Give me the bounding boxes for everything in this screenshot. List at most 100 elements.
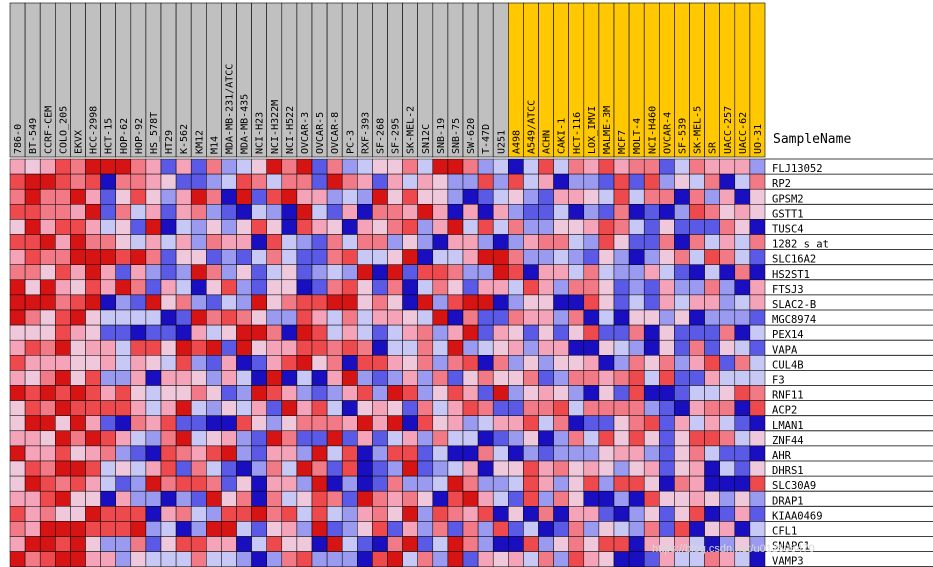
heatmap-cell	[357, 279, 373, 296]
heatmap-cell	[326, 324, 343, 341]
column-header-46	[704, 2, 720, 158]
heatmap-cell	[643, 370, 660, 386]
heatmap-cell	[492, 536, 509, 552]
heatmap-cell	[402, 339, 418, 356]
heatmap-cell	[281, 370, 298, 386]
heatmap-cell	[674, 506, 690, 522]
heatmap-cell	[568, 445, 585, 462]
heatmap-cell	[326, 188, 343, 205]
heatmap-cell	[206, 551, 222, 567]
heatmap-cell	[24, 506, 41, 522]
heatmap-cell	[462, 279, 479, 296]
row-label: RP2	[772, 178, 791, 190]
heatmap-cell	[296, 264, 313, 281]
heatmap-cell	[689, 415, 705, 432]
heatmap-cell	[251, 536, 267, 552]
heatmap-cell	[613, 506, 630, 522]
heatmap-cell	[85, 158, 101, 175]
heatmap-cell	[477, 219, 494, 235]
heatmap-cell	[387, 445, 403, 462]
heatmap-cell	[206, 475, 222, 492]
heatmap-cell	[508, 279, 524, 296]
heatmap-cell	[115, 430, 132, 447]
heatmap-cell	[628, 158, 645, 175]
heatmap-cell	[538, 264, 554, 281]
heatmap-cell	[643, 324, 660, 341]
heatmap-cell	[432, 264, 449, 281]
heatmap-cell	[402, 506, 418, 522]
heatmap-cell	[628, 460, 645, 477]
heatmap-cell	[492, 264, 509, 281]
heatmap-cell	[508, 204, 524, 220]
heatmap-cell	[477, 430, 494, 447]
heatmap-cell	[145, 506, 162, 522]
heatmap-cell	[326, 385, 343, 401]
heatmap-cell	[749, 219, 766, 235]
heatmap-cell	[326, 219, 343, 235]
heatmap-cell	[477, 324, 494, 341]
heatmap-cell	[266, 460, 283, 477]
heatmap-cell	[372, 188, 388, 205]
heatmap-cell	[689, 430, 705, 447]
heatmap-cell	[341, 460, 358, 477]
heatmap-cell	[251, 521, 267, 537]
heatmap-cell	[85, 475, 101, 492]
heatmap-cell	[643, 188, 660, 205]
heatmap-cell	[145, 264, 162, 281]
heatmap-cell	[749, 324, 766, 341]
heatmap-cell	[492, 173, 509, 190]
heatmap-cell	[9, 521, 26, 537]
heatmap-cell	[568, 551, 585, 567]
heatmap-cell	[538, 294, 554, 311]
heatmap-cell	[447, 460, 464, 477]
heatmap-cell	[130, 355, 147, 371]
heatmap-cell	[704, 173, 720, 190]
heatmap-cell	[523, 173, 539, 190]
row-label: HS2ST1	[772, 269, 810, 281]
heatmap-cell	[70, 430, 86, 447]
heatmap-cell	[689, 339, 705, 356]
heatmap-cell	[628, 430, 645, 447]
heatmap-cell	[372, 249, 388, 265]
heatmap-cell	[674, 249, 690, 265]
heatmap-cell	[326, 173, 343, 190]
heatmap-cell	[311, 506, 328, 522]
heatmap-cell	[115, 506, 132, 522]
heatmap-cell	[538, 339, 554, 356]
heatmap-cell	[523, 400, 539, 416]
heatmap-cell	[568, 370, 585, 386]
heatmap-cell	[311, 415, 328, 432]
heatmap-cell	[734, 158, 751, 175]
heatmap-cell	[175, 249, 192, 265]
heatmap-cell	[447, 158, 464, 175]
heatmap-cell	[372, 294, 388, 311]
heatmap-cell	[296, 219, 313, 235]
column-label: A498	[511, 130, 522, 154]
heatmap-cell	[115, 264, 132, 281]
heatmap-cell	[447, 355, 464, 371]
heatmap-cell	[538, 158, 554, 175]
heatmap-cell	[462, 521, 479, 537]
heatmap-cell	[175, 294, 192, 311]
heatmap-cell	[311, 385, 328, 401]
heatmap-cell	[130, 264, 147, 281]
heatmap-cell	[357, 158, 373, 175]
heatmap-cell	[236, 188, 252, 205]
heatmap-cell	[402, 400, 418, 416]
heatmap-cell	[190, 415, 207, 432]
heatmap-cell	[583, 219, 600, 235]
heatmap-cell	[296, 385, 313, 401]
heatmap-cell	[523, 536, 539, 552]
heatmap-cell	[387, 279, 403, 296]
heatmap-cell	[417, 385, 434, 401]
column-label: NCI-H322M	[270, 100, 281, 154]
heatmap-cell	[749, 490, 766, 507]
row-label: KIAA0469	[772, 510, 823, 522]
heatmap-cell	[24, 430, 41, 447]
heatmap-cell	[9, 249, 26, 265]
heatmap-cell	[190, 173, 207, 190]
heatmap-cell	[749, 188, 766, 205]
heatmap-cell	[145, 460, 162, 477]
heatmap-cell	[749, 430, 766, 447]
heatmap-cell	[749, 339, 766, 356]
